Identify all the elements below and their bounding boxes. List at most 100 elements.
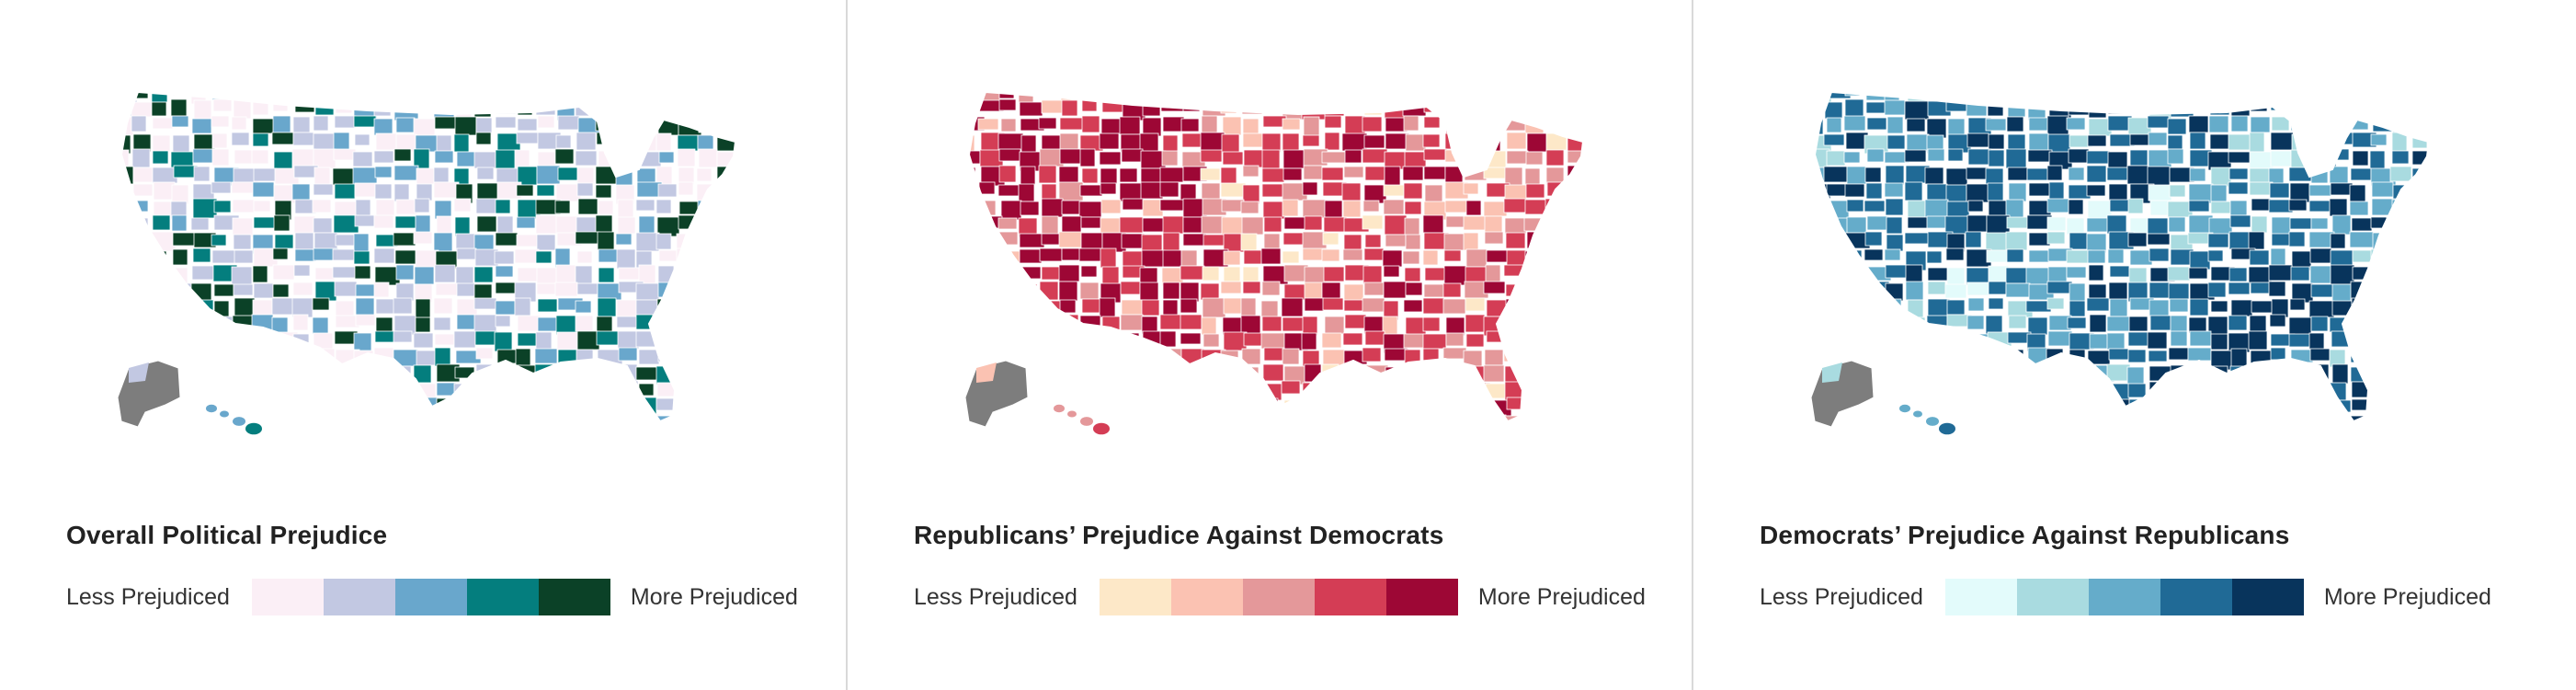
county-cell [273, 151, 294, 171]
county-cell [2268, 415, 2285, 421]
county-cell [1567, 383, 1583, 397]
county-cell [1038, 165, 1057, 184]
legend-low-label: Less Prejudiced [914, 583, 1077, 610]
county-cell [2168, 282, 2190, 300]
county-cell [1442, 347, 1467, 360]
county-cell [2433, 332, 2455, 346]
county-cell [1405, 414, 1430, 421]
county-cell [1180, 332, 1202, 345]
county-cell [1220, 398, 1237, 414]
county-cell [2107, 151, 2128, 170]
county-cell [2271, 92, 2297, 98]
county-cell [598, 200, 614, 215]
county-cell [2434, 400, 2451, 412]
county-cell [212, 331, 234, 352]
county-cell [1362, 200, 1380, 213]
county-cell [1906, 133, 1930, 153]
county-cells [1815, 92, 2455, 452]
county-cell [435, 282, 460, 296]
county-cell [2106, 167, 2128, 181]
county-cell [616, 248, 636, 270]
county-cell [1985, 232, 2008, 252]
county-cell [332, 266, 357, 279]
county-cell [2432, 300, 2450, 311]
county-cell [575, 416, 592, 421]
county-cell [473, 415, 493, 421]
county-cell [2248, 266, 2273, 285]
county-cell [2432, 267, 2447, 285]
county-cell [978, 264, 997, 277]
county-cell [1384, 431, 1400, 444]
county-cell [1866, 215, 1890, 231]
county-cell [554, 200, 571, 214]
county-cell [1100, 182, 1117, 195]
county-cell [1364, 234, 1382, 248]
county-cell [1886, 134, 1906, 150]
county-cell [1161, 150, 1179, 167]
county-cell [2028, 433, 2044, 452]
county-cell [2389, 234, 2416, 248]
county-cell [150, 316, 173, 335]
county-cell [373, 98, 392, 117]
county-cell [1927, 148, 1945, 162]
county-cell [1483, 98, 1505, 115]
county-cell [1403, 182, 1423, 200]
county-cell [1823, 166, 1848, 183]
county-cell [1263, 233, 1281, 249]
county-cell [1565, 432, 1583, 445]
county-cell [292, 132, 314, 146]
county-cell [2269, 398, 2285, 413]
county-cell [1321, 332, 1342, 349]
county-cell [2309, 432, 2334, 444]
county-cell [2088, 431, 2112, 448]
county-cell [1843, 151, 1861, 164]
county-cell [737, 315, 762, 327]
county-cell [1524, 380, 1544, 397]
county-cell [1341, 364, 1359, 379]
county-cell [2290, 266, 2310, 282]
county-cell [2008, 315, 2027, 329]
county-cell [413, 118, 436, 137]
county-cell [617, 99, 644, 119]
county-cell [1585, 118, 1602, 137]
county-cell [1525, 416, 1545, 421]
county-cell [1866, 148, 1885, 163]
county-cell [1058, 231, 1085, 248]
county-cell [2248, 330, 2268, 351]
county-cell [1464, 167, 1487, 181]
county-cell [1282, 149, 1307, 169]
county-cell [1544, 381, 1567, 396]
county-cell [172, 92, 191, 97]
color-legend: Less Prejudiced More Prejudiced [914, 578, 1646, 616]
county-cell [969, 297, 980, 316]
county-cell [1463, 215, 1487, 231]
county-cell [1100, 199, 1122, 214]
county-cell [1322, 431, 1341, 449]
us-outline [120, 90, 737, 423]
county-cell [1321, 248, 1340, 262]
county-cell [251, 149, 269, 165]
county-cell [657, 183, 678, 198]
county-cell [1885, 198, 1904, 216]
county-cell [233, 398, 249, 413]
county-cell [132, 183, 154, 197]
county-cell [1565, 116, 1583, 132]
county-cell [1544, 92, 1564, 98]
county-cell [1120, 281, 1141, 295]
county-cell [2249, 363, 2275, 382]
county-cell [2248, 415, 2274, 421]
county-cell [1283, 216, 1306, 230]
county-cell [233, 365, 254, 382]
county-cell [2249, 181, 2274, 196]
county-cell [2251, 198, 2272, 212]
county-cell [2411, 298, 2429, 313]
county-cell [575, 364, 598, 377]
county-cell [537, 115, 555, 129]
county-cell [2006, 116, 2024, 132]
county-cell [1825, 92, 1852, 99]
county-cell [497, 431, 520, 443]
county-cell [1059, 414, 1086, 421]
county-cell [1241, 92, 1264, 99]
county-cell [1404, 92, 1430, 97]
county-cell [1223, 331, 1248, 351]
